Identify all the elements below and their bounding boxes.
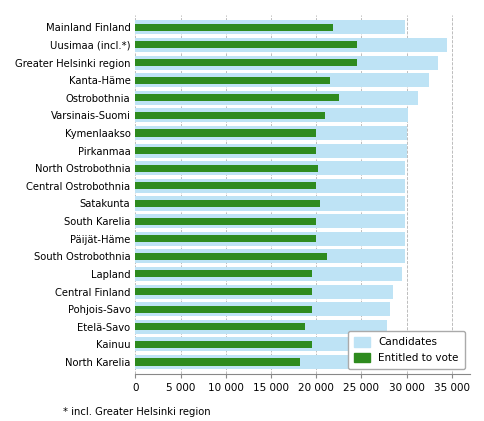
Bar [135,24,332,31]
Bar [135,218,316,225]
Bar [135,253,326,260]
Bar [135,20,404,35]
Bar [135,197,404,210]
Bar [135,214,404,228]
Bar [135,41,356,48]
Bar [135,165,318,172]
Bar [135,73,428,87]
Bar [135,235,316,242]
Bar [135,94,338,101]
Bar [135,288,311,295]
Legend: Candidates, Entitled to vote: Candidates, Entitled to vote [347,331,464,369]
Bar [135,337,380,352]
Bar [135,341,311,348]
Bar [135,200,319,207]
Bar [135,182,316,189]
Bar [135,232,404,246]
Bar [135,302,390,316]
Bar [135,126,406,140]
Bar [135,144,406,158]
Bar [135,38,446,52]
Bar [135,285,393,298]
Bar [135,249,404,264]
Bar [135,112,325,119]
Bar [135,130,316,136]
Bar [135,270,311,277]
Text: * incl. Greater Helsinki region: * incl. Greater Helsinki region [63,407,210,417]
Bar [135,323,305,330]
Bar [135,320,386,334]
Bar [135,108,408,123]
Bar [135,56,438,69]
Bar [135,267,401,281]
Bar [135,59,356,66]
Bar [135,306,311,313]
Bar [135,161,404,175]
Bar [135,179,404,193]
Bar [135,91,417,105]
Bar [135,77,329,84]
Bar [135,147,316,154]
Bar [135,359,299,365]
Bar [135,355,363,369]
